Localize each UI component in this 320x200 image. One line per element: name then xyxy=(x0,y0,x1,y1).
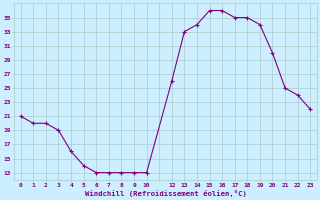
X-axis label: Windchill (Refroidissement éolien,°C): Windchill (Refroidissement éolien,°C) xyxy=(84,190,246,197)
